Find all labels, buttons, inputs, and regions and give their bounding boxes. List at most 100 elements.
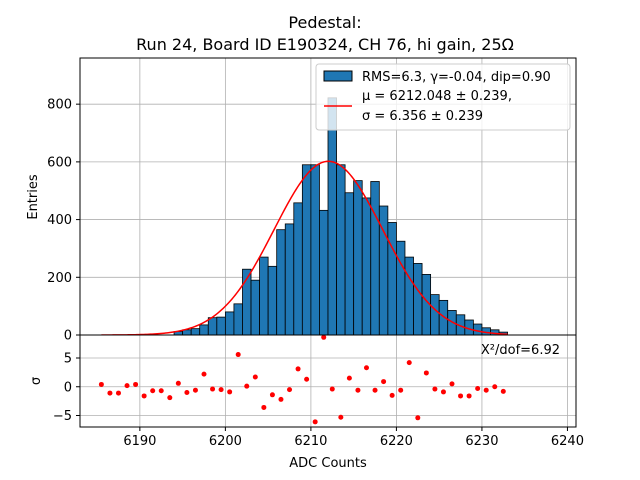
residual-point <box>192 387 198 393</box>
histogram-bar <box>310 164 320 336</box>
residual-point <box>184 390 190 395</box>
histogram-panel: 0 200 400 600 800 Entries RMS=6.3, γ=-0.04, … <box>26 57 577 344</box>
residual-point <box>227 389 233 395</box>
residual-point <box>218 387 224 393</box>
residual-point <box>141 393 147 399</box>
histogram-y-ticks: 0 200 400 600 800 <box>47 98 80 344</box>
residual-point <box>107 390 113 396</box>
residual-point <box>158 388 164 394</box>
residual-plot-background <box>80 335 576 427</box>
x-tick-label: 6240 <box>551 434 584 449</box>
residual-points <box>98 334 506 425</box>
legend-histogram-swatch <box>323 70 353 82</box>
residual-y-axis-label: σ <box>29 377 44 385</box>
x-tick-label: 6190 <box>123 434 156 449</box>
histogram-y-tick-label: 600 <box>47 155 72 170</box>
histogram-bar <box>233 303 243 336</box>
histogram-y-tick-label: 200 <box>47 271 72 286</box>
residual-point <box>269 392 275 398</box>
residual-point <box>363 365 369 371</box>
residual-point <box>483 387 489 393</box>
legend: RMS=6.3, γ=-0.04, dip=0.90 μ = 6212.048 … <box>315 63 571 131</box>
histogram-bar <box>267 265 278 336</box>
histogram-bar <box>404 256 414 336</box>
residual-point <box>150 388 156 394</box>
x-tick-label: 6200 <box>209 434 242 449</box>
residual-point <box>252 374 258 380</box>
residual-point <box>235 352 241 358</box>
residual-point <box>167 395 173 401</box>
histogram-bar <box>396 240 406 336</box>
residual-point <box>458 393 464 399</box>
residual-point <box>244 383 250 389</box>
chart-title: Pedestal: <box>288 13 361 32</box>
residual-point <box>415 415 421 421</box>
histogram-bar <box>413 263 423 336</box>
residual-point <box>466 393 472 399</box>
residual-point <box>115 390 121 396</box>
histogram-bar <box>336 164 346 336</box>
histogram-bar <box>370 181 380 336</box>
residual-y-tick-label: −5 <box>53 409 72 424</box>
histogram-bar <box>284 223 295 336</box>
gaussian-fit-line <box>101 160 508 336</box>
histogram-bar <box>327 97 337 336</box>
residual-point <box>381 379 387 385</box>
histogram-bar <box>430 294 440 336</box>
residual-point <box>321 334 327 340</box>
histogram-bar <box>207 317 218 336</box>
legend-gaussian-label-line2: σ = 6.356 ± 0.239 <box>362 109 483 124</box>
residual-point <box>329 386 335 392</box>
histogram-bar <box>361 197 372 336</box>
histogram-bar <box>293 202 303 336</box>
histogram-bar <box>353 180 363 336</box>
residual-y-tick-label: 5 <box>64 352 72 367</box>
residual-point <box>133 381 139 387</box>
residual-point <box>346 375 352 381</box>
histogram-y-tick-label: 400 <box>47 213 72 228</box>
histogram-bar <box>199 324 209 336</box>
residual-point <box>475 385 481 391</box>
histogram-y-tick-label: 800 <box>47 98 72 113</box>
x-axis-label: ADC Counts <box>289 456 367 471</box>
histogram-bar <box>276 229 286 336</box>
residual-point <box>201 371 207 377</box>
histogram-bar <box>259 256 269 336</box>
histogram-bar <box>250 279 260 336</box>
residual-point <box>98 381 104 387</box>
residual-panel: −5 0 5 6190 6200 6210 6220 6230 6240 X²/dof=6.9… <box>29 334 584 471</box>
histogram-bar <box>319 209 329 336</box>
histogram-bar <box>301 164 312 336</box>
residual-point <box>312 419 318 425</box>
residual-point <box>304 376 310 382</box>
histogram-bar <box>190 328 201 336</box>
histogram-bar <box>472 323 483 336</box>
residual-point <box>175 380 181 386</box>
legend-gaussian-label-line1: μ = 6212.048 ± 0.239, <box>362 89 512 104</box>
histogram-bar <box>344 192 355 336</box>
residual-point <box>423 370 429 376</box>
chart-subtitle: Run 24, Board ID E190324, CH 76, hi gain… <box>136 35 514 54</box>
histogram-y-axis-label: Entries <box>26 174 41 220</box>
residual-point <box>398 387 404 393</box>
residual-point <box>389 392 395 398</box>
histogram-y-tick-label: 0 <box>64 329 72 344</box>
residual-point <box>355 387 361 393</box>
residual-point <box>449 381 455 387</box>
residual-point <box>295 366 301 372</box>
histogram-bar <box>224 311 235 336</box>
residual-point <box>261 404 267 410</box>
residual-point <box>372 387 378 393</box>
residual-y-ticks: −5 0 5 <box>53 352 80 424</box>
legend-box <box>315 63 571 131</box>
residual-point <box>210 386 216 392</box>
residual-point <box>406 360 412 366</box>
residual-point <box>440 389 446 395</box>
residual-y-tick-label: 0 <box>64 380 72 395</box>
residual-point <box>432 386 438 392</box>
legend-histogram-label: RMS=6.3, γ=-0.04, dip=0.90 <box>362 70 551 85</box>
residual-point <box>278 396 284 402</box>
x-tick-label: 6220 <box>380 434 413 449</box>
x-tick-label: 6210 <box>294 434 327 449</box>
